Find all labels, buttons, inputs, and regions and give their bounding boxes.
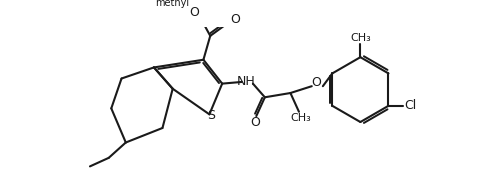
Text: Cl: Cl (405, 99, 417, 112)
Text: O: O (230, 13, 240, 26)
Text: O: O (250, 116, 260, 129)
Text: CH₃: CH₃ (350, 33, 371, 43)
Text: O: O (189, 6, 199, 19)
Text: S: S (207, 109, 215, 122)
Text: NH: NH (237, 76, 255, 88)
Text: O: O (311, 76, 321, 89)
Text: methyl: methyl (155, 0, 189, 8)
Text: CH₃: CH₃ (290, 113, 311, 123)
